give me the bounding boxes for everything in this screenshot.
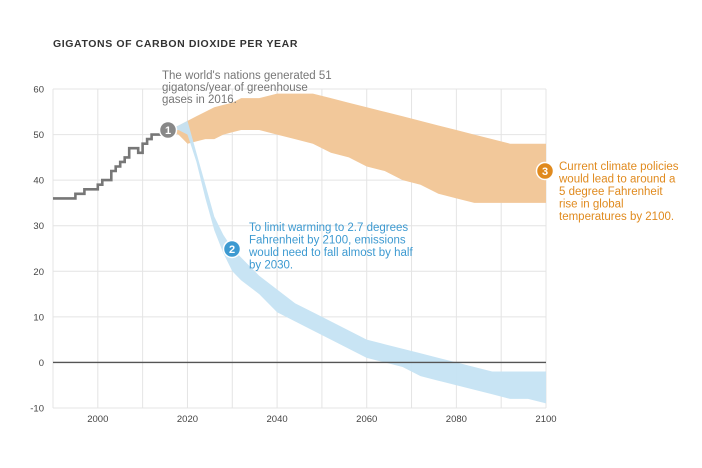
y-tick-label: 0 [39,358,44,369]
y-tick-label: 20 [33,267,44,278]
x-tick-label: 2020 [177,414,198,425]
annotation-badge-number: 1 [165,125,171,137]
annotation-text: Current climate policies would lead to ar… [558,161,679,223]
annotation-line: rise in global [559,199,624,211]
annotations: 1 The world's nations generated 51 gigaton… [158,70,679,272]
x-tick-label: 2100 [535,414,556,425]
y-tick-label: -10 [30,404,44,415]
x-tick-label: 2040 [267,414,288,425]
annotation-line: Fahrenheit by 2100, emissions [249,235,406,247]
annotation-badge [535,161,555,181]
annotation-badge-number: 3 [542,166,548,178]
annotation-text: To limit warming to 2.7 degrees Fahrenhei… [248,222,413,272]
y-tick-label: 10 [33,312,44,323]
annotation-line: To limit warming to 2.7 degrees [249,222,408,234]
annotation-line: 5 degree Fahrenheit [559,186,663,198]
annotation-line: would need to fall almost by half [248,247,413,259]
history-line [53,128,170,200]
y-tick-label: 40 [33,176,44,187]
y-tick-label: 50 [33,130,44,141]
annotation-line: by 2030. [249,260,293,272]
annotation-line: temperatures by 2100. [559,211,674,223]
chart-title: GIGATONS OF CARBON DIOXIDE PER YEAR [53,38,299,50]
x-tick-label: 2000 [87,414,108,425]
annotation-line: gigatons/year of greenhouse [162,82,308,94]
annotation-badge-number: 2 [229,244,235,256]
y-tick-label: 60 [33,85,44,96]
annotation-line: would lead to around a [558,174,676,186]
annotation-badge [158,120,178,140]
policy-band [169,93,546,203]
annotation-line: gases in 2016. [162,94,237,106]
target-band [169,120,546,404]
bands [169,93,546,404]
lines [53,128,546,364]
axes: 60 50 40 30 20 10 0 -10 2000 2020 2040 2060 2080 2100 [30,85,556,426]
grid [52,88,547,409]
annotation-line: Current climate policies [559,161,679,173]
x-tick-label: 2080 [446,414,467,425]
annotation-line: The world's nations generated 51 [162,70,332,82]
y-tick-label: 30 [33,221,44,232]
annotation-badge [222,239,242,259]
annotation-text: The world's nations generated 51 gigatons… [162,70,332,106]
x-tick-label: 2060 [356,414,377,425]
